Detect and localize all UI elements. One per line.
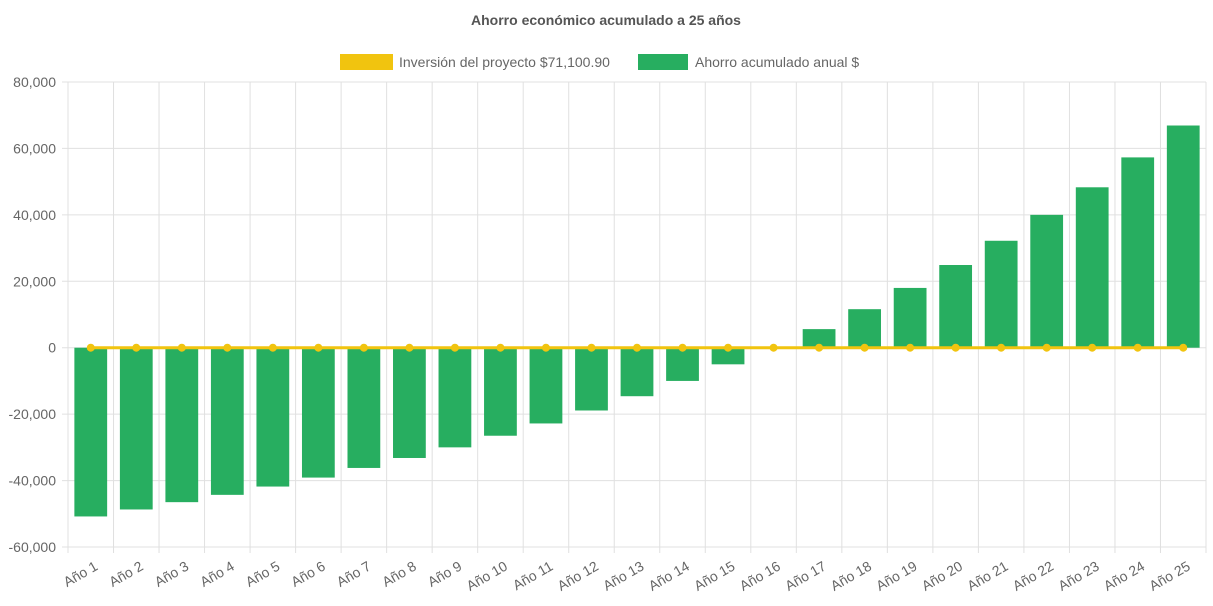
investment-point [1042,343,1051,352]
investment-point [906,343,915,352]
y-tick-label: -40,000 [9,473,57,489]
investment-point [1133,343,1142,352]
bar [119,347,153,510]
investment-point [724,343,733,352]
bar [848,309,881,348]
bar [256,347,290,487]
bar [301,347,335,478]
investment-point [496,343,505,352]
x-tick-label: Año 21 [964,558,1011,594]
investment-point [860,343,869,352]
y-tick-label: -20,000 [9,406,57,422]
y-tick-label: 60,000 [13,140,56,156]
x-tick-label: Año 20 [919,558,966,594]
x-tick-label: Año 1 [61,558,101,590]
chart-title: Ahorro económico acumulado a 25 años [471,12,741,28]
investment-point [359,343,368,352]
y-tick-label: 20,000 [13,273,56,289]
investment-point [405,343,414,352]
x-tick-label: Año 11 [510,558,556,594]
x-tick-label: Año 2 [106,558,146,590]
investment-point [268,343,277,352]
x-tick-label: Año 17 [782,558,829,594]
legend-label-investment: Inversión del proyecto $71,100.90 [399,54,610,70]
y-tick-label: 0 [48,340,56,356]
investment-point [769,343,778,352]
bar [893,287,927,348]
bar [393,347,426,458]
x-tick-label: Año 10 [464,558,511,594]
bar [165,347,199,503]
y-tick-label: -60,000 [9,539,57,555]
investment-point [997,343,1006,352]
bar [711,347,745,365]
bar [939,265,973,348]
bar [1166,125,1200,348]
investment-point [815,343,824,352]
legend-label-savings: Ahorro acumulado anual $ [695,54,859,70]
y-tick-label: 80,000 [13,74,56,90]
legend-swatch-investment [340,54,393,70]
x-tick-label: Año 12 [555,558,602,594]
y-axis: 80,000 60,000 40,000 20,000 0 -20,000 -40,000 -… [9,74,57,555]
line-series [86,343,1188,352]
x-tick-label: Año 5 [243,558,283,590]
investment-point [450,343,459,352]
investment-point [314,343,323,352]
bar [210,347,244,495]
x-tick-label: Año 18 [828,558,875,594]
investment-point [951,343,960,352]
x-tick-label: Año 9 [425,558,465,590]
bar [438,347,472,448]
investment-point [678,343,687,352]
x-tick-label: Año 14 [646,558,693,594]
bar [802,329,836,348]
x-tick-label: Año 3 [152,558,192,590]
x-tick-label: Año 7 [334,558,374,590]
bar [620,347,654,397]
x-tick-label: Año 15 [691,558,738,594]
investment-point [177,343,186,352]
investment-point [86,343,95,352]
investment-point [1179,343,1188,352]
bar [666,347,699,381]
legend: Inversión del proyecto $71,100.90 Ahorro … [340,54,859,70]
legend-swatch-savings [638,54,688,70]
investment-point [1088,343,1097,352]
x-tick-label: Año 22 [1010,558,1057,594]
x-tick-label: Año 19 [873,558,920,594]
x-tick-label: Año 6 [288,558,328,590]
x-axis: Año 1 Año 2 Año 3 Año 4 Año 5 Año 6 Año 7 Año 8… [61,558,1193,594]
y-tick-label: 40,000 [13,207,56,223]
bar [347,347,381,468]
x-tick-label: Año 8 [379,558,419,590]
bar-series [74,125,1200,517]
x-tick-label: Año 24 [1101,558,1148,594]
bar [984,240,1018,348]
investment-point [587,343,596,352]
x-tick-label: Año 4 [197,558,237,590]
investment-point [633,343,641,352]
investment-point [223,343,232,352]
bar [1121,157,1155,348]
x-tick-label: Año 16 [737,558,784,594]
bar [575,347,608,411]
bar [74,347,108,517]
investment-point [541,343,550,352]
x-tick-label: Año 13 [600,558,647,594]
investment-point [132,343,141,352]
bar [1075,187,1109,348]
x-tick-label: Año 25 [1146,558,1193,594]
bar [1030,214,1064,348]
x-tick-label: Año 23 [1055,558,1102,594]
bar [529,347,563,424]
bar [484,347,517,436]
grid [62,81,1207,553]
